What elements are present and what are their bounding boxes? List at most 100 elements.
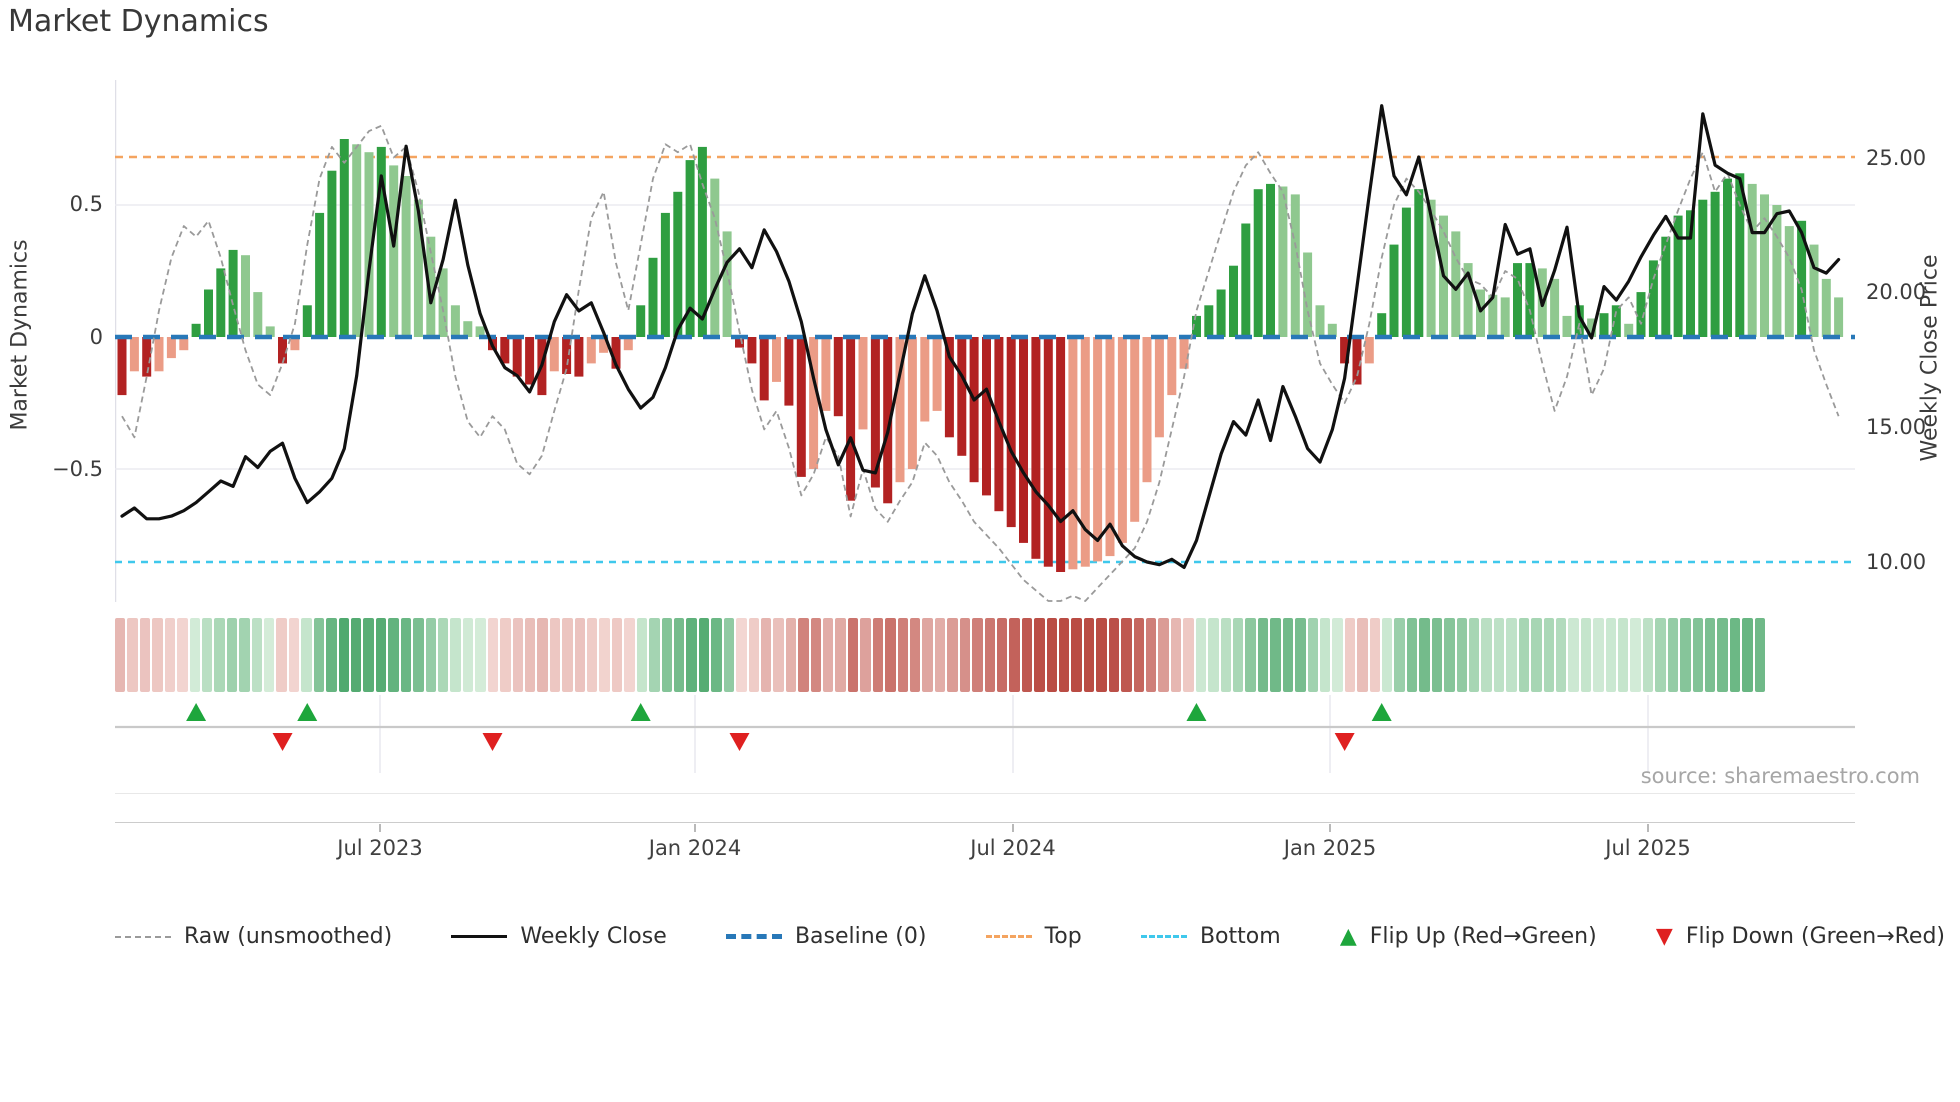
heatmap-cell	[748, 618, 759, 692]
flip-up-marker	[297, 703, 318, 721]
heatmap-cell	[823, 618, 834, 692]
heatmap-cell	[1208, 618, 1219, 692]
raw-dashed-line-icon	[115, 935, 171, 938]
heatmap-cell	[1046, 618, 1058, 692]
heatmap-cell	[1568, 618, 1579, 692]
heatmap-cell	[587, 618, 598, 692]
heatmap-cell	[1431, 618, 1443, 692]
heatmap-cell	[437, 618, 449, 692]
flip-up-marker	[1186, 703, 1207, 721]
x-axis-tickmark	[1329, 824, 1331, 832]
heatmap-cell	[1543, 618, 1554, 692]
heatmap-cell	[1295, 618, 1306, 692]
heatmap-cell	[1717, 618, 1728, 692]
heatmap-cell	[1655, 618, 1666, 692]
heatmap-cell	[711, 618, 722, 692]
heatmap-cell	[1158, 618, 1169, 692]
heatmap-cell	[984, 618, 995, 692]
heatmap-cell	[1332, 618, 1343, 692]
legend-item-flip-down: ▼ Flip Down (Green→Red)	[1656, 924, 1945, 949]
heatmap-cell	[1506, 618, 1517, 692]
heatmap-cell	[574, 618, 586, 692]
triangle-down-icon: ▼	[1655, 923, 1673, 949]
heatmap-cell	[375, 618, 387, 692]
right-axis-tick: 25.00	[1866, 146, 1927, 170]
heatmap-cell	[1183, 618, 1194, 692]
bottom-dotted-line-icon	[1140, 935, 1187, 938]
flip-down-marker	[482, 733, 503, 751]
source-credit: source: sharemaestro.com	[1640, 764, 1920, 788]
heatmap-cell	[1531, 618, 1542, 692]
solid-line-icon	[451, 935, 508, 938]
heatmap-cell	[773, 618, 784, 692]
flip-up-marker	[1371, 703, 1392, 721]
heatmap-cell	[1121, 618, 1132, 692]
top-dotted-line-icon	[985, 935, 1032, 938]
legend-item-flip-up: ▲ Flip Up (Red→Green)	[1340, 924, 1597, 949]
x-axis-tickmark	[379, 824, 381, 832]
heatmap-cell	[1195, 618, 1207, 692]
heatmap-cell	[1108, 618, 1120, 692]
flip-down-marker	[272, 733, 293, 751]
heatmap-cell	[1220, 618, 1231, 692]
heatmap-cell	[1618, 618, 1629, 692]
heatmap-cell	[1369, 618, 1381, 692]
heatmap-cell	[276, 618, 287, 692]
triangle-up-icon: ▲	[1339, 923, 1357, 949]
heatmap-cell	[1705, 618, 1716, 692]
heatmap-cell	[226, 618, 238, 692]
legend-item-raw: Raw (unsmoothed)	[115, 924, 392, 949]
legend: Raw (unsmoothed) Weekly Close Baseline (…	[115, 924, 1945, 949]
heatmap-cell	[835, 618, 846, 692]
heatmap-cell	[1021, 618, 1033, 692]
heatmap-cell	[214, 618, 225, 692]
heatmap-cell	[537, 618, 548, 692]
heatmap-cell	[164, 618, 176, 692]
heatmap-cell	[301, 618, 312, 692]
heatmap-cell	[475, 618, 486, 692]
heatmap-cell	[1754, 618, 1766, 692]
heatmap-cell	[1605, 618, 1617, 692]
heatmap-cell	[413, 618, 424, 692]
legend-label: Flip Up (Red→Green)	[1369, 924, 1597, 949]
heatmap-cell	[487, 618, 499, 692]
heatmap-cell	[910, 618, 921, 692]
heatmap-cell	[1555, 618, 1567, 692]
heatmap-cell	[1667, 618, 1679, 692]
heatmap-cell	[201, 618, 213, 692]
right-axis-tick: 10.00	[1866, 550, 1927, 574]
legend-label: Baseline (0)	[794, 924, 927, 949]
heatmap-cell	[624, 618, 635, 692]
flip-up-marker	[186, 703, 207, 721]
heatmap-cell	[599, 618, 610, 692]
heatmap-cell	[251, 618, 263, 692]
heatmap-cell	[524, 618, 536, 692]
heatmap-cell	[313, 618, 325, 692]
heatmap-cell	[1593, 618, 1604, 692]
heatmap-cell	[649, 618, 660, 692]
heatmap-cell	[686, 618, 697, 692]
legend-item-bottom: Bottom	[1140, 924, 1281, 949]
heatmap-cell	[1096, 618, 1107, 692]
heatmap-cell	[810, 618, 822, 692]
heatmap-cell	[1680, 618, 1691, 692]
heatmap-cell	[1419, 618, 1430, 692]
x-axis-spine	[115, 822, 1855, 823]
heatmap-cell	[636, 618, 648, 692]
heatmap-cell	[177, 618, 188, 692]
left-axis-title: Market Dynamics	[7, 239, 33, 431]
flip-markers-panel	[115, 695, 1855, 773]
legend-item-weekly-close: Weekly Close	[451, 924, 667, 949]
heatmap-cell	[1146, 618, 1157, 692]
heatmap-cell	[698, 618, 710, 692]
heatmap-cell	[1406, 618, 1418, 692]
legend-item-baseline: Baseline (0)	[725, 924, 927, 949]
heatmap-cell	[189, 618, 200, 692]
heatmap-cell	[338, 618, 350, 692]
heatmap-cell	[326, 618, 337, 692]
heatmap-cell	[1133, 618, 1145, 692]
legend-label: Flip Down (Green→Red)	[1685, 924, 1945, 949]
heatmap-cell	[1394, 618, 1405, 692]
heatmap-cell	[1245, 618, 1256, 692]
